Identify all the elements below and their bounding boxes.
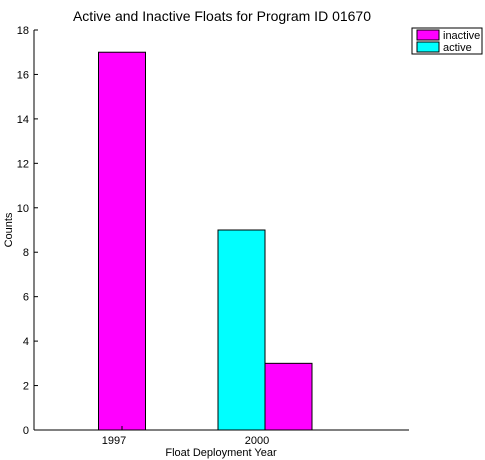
y-tick-label: 18 — [17, 25, 29, 37]
legend-label-inactive: inactive — [443, 30, 480, 42]
y-tick-label: 4 — [23, 336, 29, 348]
y-tick-label: 0 — [23, 425, 29, 437]
x-ticks: 1997 2000 — [102, 426, 269, 447]
x-tick-label: 2000 — [245, 435, 269, 447]
y-tick-label: 12 — [17, 158, 29, 170]
y-tick-label: 16 — [17, 69, 29, 81]
y-tick-label: 8 — [23, 247, 29, 259]
x-axis-label: Float Deployment Year — [165, 447, 277, 459]
legend-label-active: active — [443, 42, 472, 54]
y-axis-label: Counts — [3, 212, 15, 247]
x-tick-label: 1997 — [102, 435, 126, 447]
y-tick-label: 14 — [17, 114, 29, 126]
plot-area — [98, 51, 313, 431]
legend-swatch-inactive — [416, 29, 440, 41]
bar-inactive-1997 — [98, 51, 146, 431]
y-tick-label: 2 — [23, 381, 29, 393]
bar-inactive-2000 — [264, 362, 313, 431]
y-tick-label: 6 — [23, 292, 29, 304]
y-tick-label: 10 — [17, 203, 29, 215]
bar-active-2000 — [217, 229, 266, 431]
legend-swatch-active — [416, 41, 440, 53]
chart-title: Active and Inactive Floats for Program I… — [73, 8, 371, 24]
y-ticks: 0 2 4 6 8 10 12 14 16 18 — [17, 25, 38, 437]
